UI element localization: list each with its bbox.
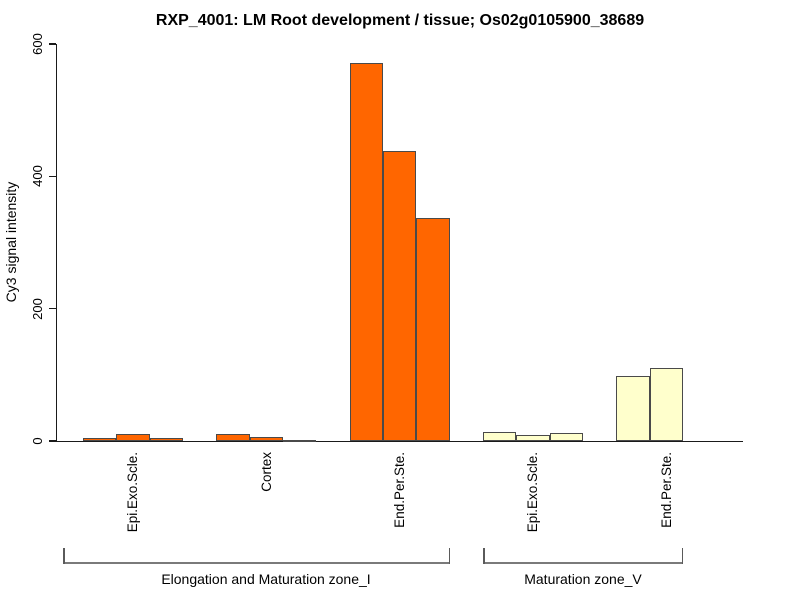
bar	[116, 433, 150, 441]
zone-bracket-line	[63, 562, 450, 564]
bar	[383, 151, 417, 441]
bar	[282, 439, 317, 442]
y-axis-label: Cy3 signal intensity	[3, 181, 19, 303]
y-tick-label: 0	[30, 437, 45, 445]
y-tick	[48, 440, 56, 442]
bar	[83, 437, 117, 441]
x-tissue-label: Epi.Exo.Scle.	[125, 452, 141, 533]
bar	[216, 433, 250, 441]
x-tissue-label: Epi.Exo.Scle.	[525, 452, 541, 533]
y-tick	[48, 307, 56, 310]
x-tissue-label: Cortex	[258, 452, 274, 492]
zone-bracket-tick-right	[448, 548, 450, 564]
y-tick	[48, 175, 56, 178]
x-tissue-label: End.Per.Ste.	[658, 452, 674, 528]
zone-label: Elongation and Maturation zone_I	[161, 571, 371, 587]
y-tick-label: 600	[30, 33, 45, 55]
zone-bracket-line	[483, 562, 683, 564]
y-tick-label: 200	[30, 297, 45, 320]
bar	[149, 437, 183, 441]
bar	[483, 431, 517, 441]
y-tick	[48, 43, 56, 45]
bar	[416, 218, 450, 441]
y-axis-line	[55, 43, 57, 442]
chart-title: RXP_4001: LM Root development / tissue; …	[155, 12, 645, 29]
bar	[616, 376, 650, 441]
zone-bracket-tick-left	[483, 548, 485, 564]
bar	[249, 437, 283, 441]
bar	[349, 62, 383, 441]
zone-bracket-tick-left	[63, 548, 65, 564]
zone-label: Maturation zone_V	[524, 571, 642, 587]
y-tick-label: 400	[30, 165, 45, 188]
bar	[516, 435, 550, 441]
zone-bracket-tick-right	[681, 548, 683, 564]
bar	[549, 433, 583, 441]
x-tissue-label: End.Per.Ste.	[392, 452, 408, 528]
bar	[649, 367, 683, 441]
x-axis-line	[55, 440, 743, 442]
